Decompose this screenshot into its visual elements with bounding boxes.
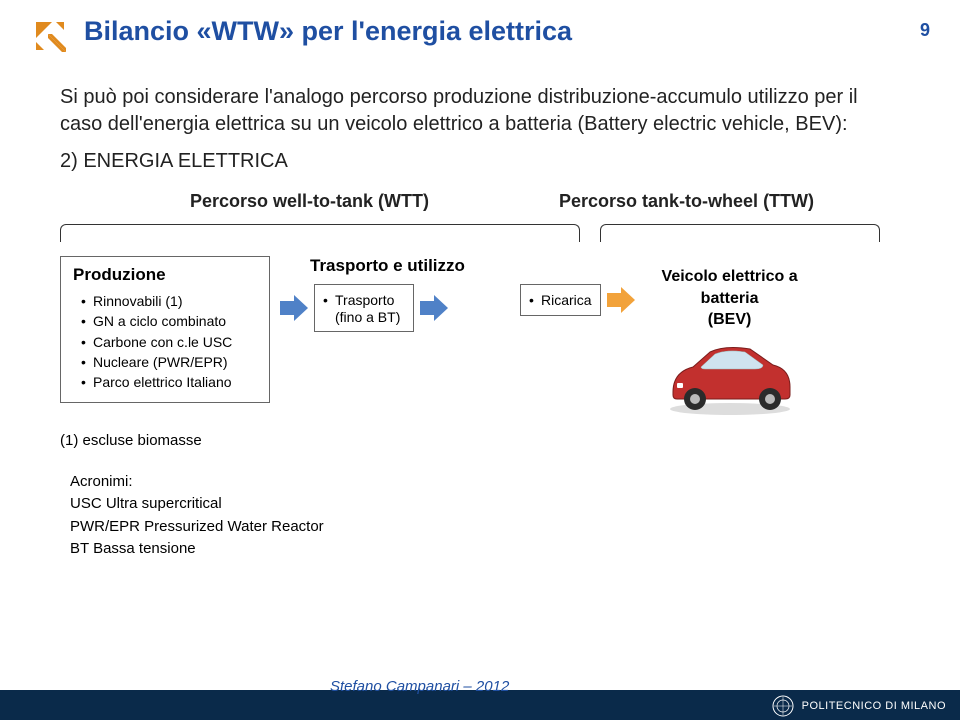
bracket-wtt-icon — [60, 224, 580, 242]
bracket-ttw-icon — [600, 224, 880, 242]
polimi-seal-icon — [772, 695, 794, 717]
bracket-row — [60, 218, 900, 248]
footer-brand-text: POLITECNICO DI MILANO — [802, 700, 946, 712]
slide-header: Bilancio «WTW» per l'energia elettrica 9 — [0, 0, 960, 64]
list-item-energia: 2) ENERGIA ELETTRICA — [0, 146, 960, 181]
produzione-title: Produzione — [73, 265, 257, 285]
acronimi-line: PWR/EPR Pressurized Water Reactor — [70, 516, 890, 539]
result-line2: batteria — [645, 288, 815, 310]
slide-title: Bilancio «WTW» per l'energia elettrica — [84, 16, 920, 47]
result-line1: Veicolo elettrico a — [645, 266, 815, 288]
list-item: Rinnovabili (1) — [81, 291, 257, 311]
arrow-orange-icon — [607, 287, 635, 313]
produzione-list: Rinnovabili (1) GN a ciclo combinato Car… — [73, 291, 257, 392]
acronimi-heading: Acronimi: — [70, 471, 890, 494]
arrow-logo-icon — [30, 16, 70, 56]
trasporto-box: Trasporto (fino a BT) — [314, 284, 414, 332]
arrow-blue-icon — [280, 295, 308, 321]
acronimi-line: BT Bassa tensione — [70, 538, 890, 561]
produzione-box: Produzione Rinnovabili (1) GN a ciclo co… — [60, 256, 270, 403]
acronimi-block: Acronimi: USC Ultra supercritical PWR/EP… — [0, 449, 960, 561]
result-column: Veicolo elettrico a batteria (BEV) — [645, 256, 815, 422]
footnote: (1) escluse biomasse — [0, 422, 960, 449]
footer-author: Stefano Campanari – 2012 — [330, 678, 509, 695]
trasporto-column: Trasporto e utilizzo Trasporto (fino a B… — [280, 256, 510, 332]
list-item: Carbone con c.le USC — [81, 332, 257, 352]
acronimi-line: USC Ultra supercritical — [70, 493, 890, 516]
slide-footer: Stefano Campanari – 2012 POLITECNICO DI … — [0, 680, 960, 720]
flow-diagram: Produzione Rinnovabili (1) GN a ciclo co… — [0, 248, 960, 422]
trasporto-line2: (fino a BT) — [323, 309, 405, 325]
list-item: Parco elettrico Italiano — [81, 372, 257, 392]
wtt-ttw-labels: Percorso well-to-tank (WTT) Percorso tan… — [0, 181, 960, 218]
car-icon — [655, 337, 805, 417]
ricarica-box: Ricarica — [520, 284, 601, 316]
list-item: GN a ciclo combinato — [81, 311, 257, 331]
ricarica-label: Ricarica — [529, 291, 592, 309]
intro-paragraph: Si può poi considerare l'analogo percors… — [0, 64, 960, 146]
ttw-label: Percorso tank-to-wheel (TTW) — [559, 191, 814, 212]
ricarica-column: Ricarica — [520, 256, 635, 316]
result-line3: (BEV) — [645, 309, 815, 331]
footer-brand: POLITECNICO DI MILANO — [772, 695, 946, 717]
trasporto-title: Trasporto e utilizzo — [280, 256, 510, 276]
list-item: Nucleare (PWR/EPR) — [81, 352, 257, 372]
trasporto-line1: Trasporto — [323, 291, 405, 309]
wtt-label: Percorso well-to-tank (WTT) — [190, 191, 429, 212]
page-number: 9 — [920, 16, 930, 41]
arrow-blue-icon — [420, 295, 448, 321]
